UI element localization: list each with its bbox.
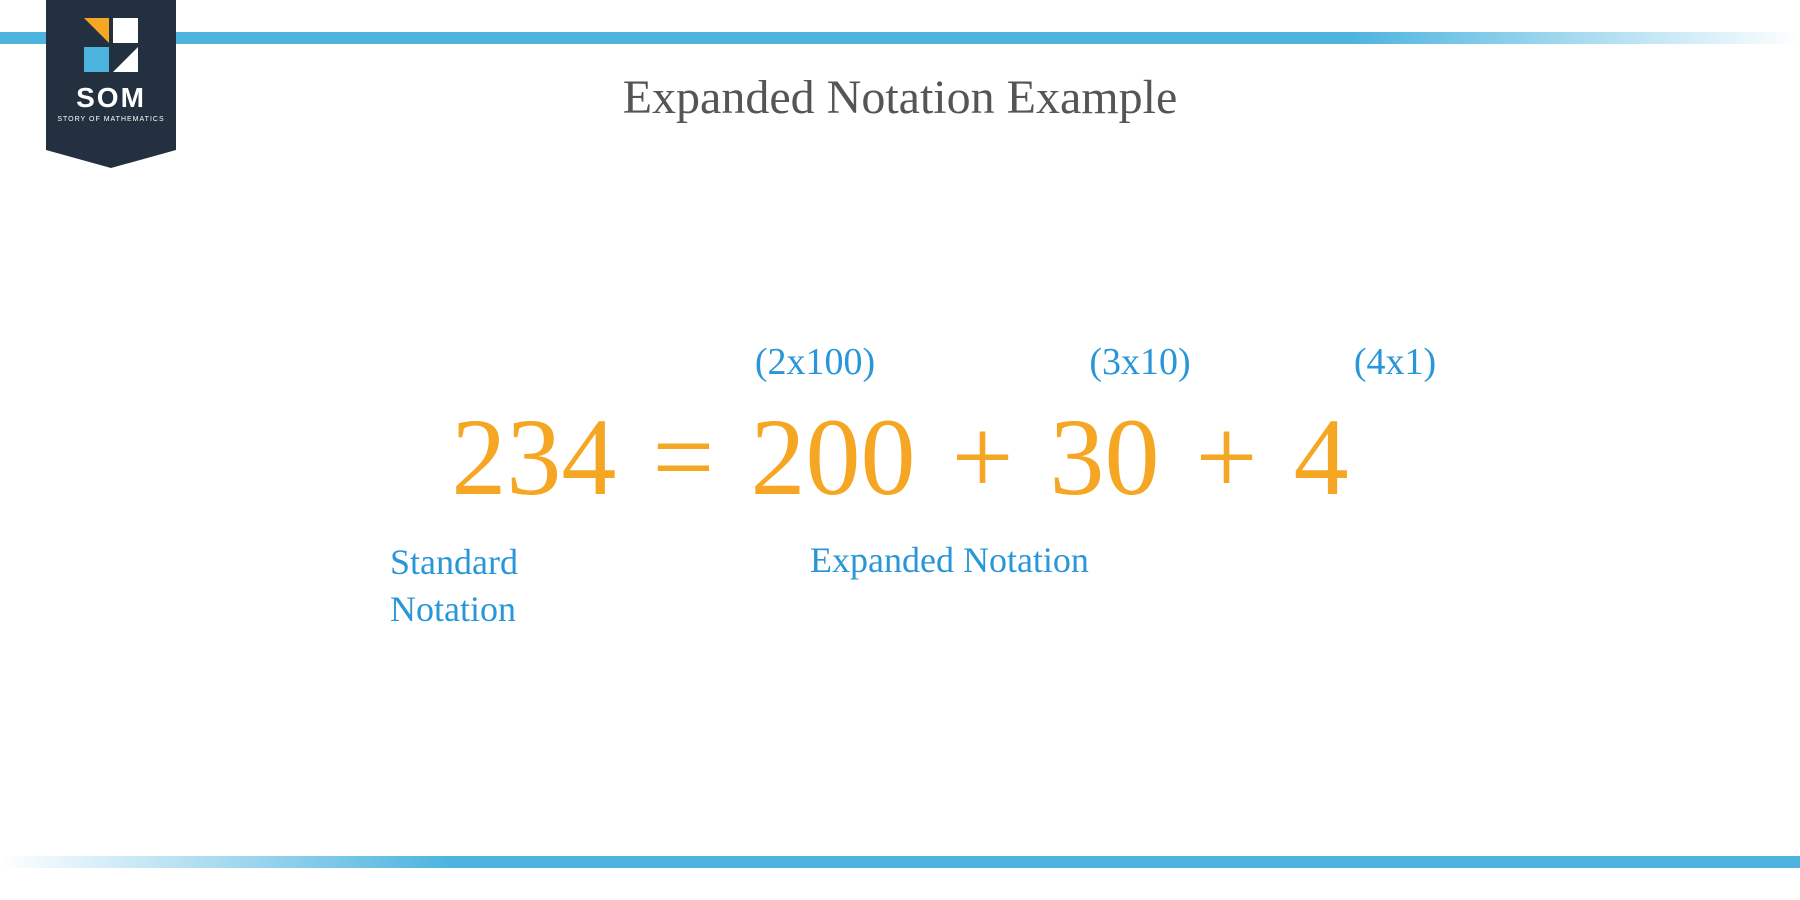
standard-value: 234 (433, 394, 634, 521)
term-hundreds: 200 (732, 394, 933, 521)
logo-icon (84, 18, 138, 72)
plus-sign-2: + (1178, 394, 1276, 521)
logo-subtext: STORY OF MATHEMATICS (46, 116, 176, 123)
labels-row: Standard Notation Expanded Notation (0, 539, 1800, 633)
page-title: Expanded Notation Example (0, 70, 1800, 125)
label-standard-notation: Standard Notation (390, 539, 610, 633)
annotation-tens: (3x10) (1040, 340, 1240, 384)
logo-text: SOM (46, 82, 176, 114)
equation-row: 234 = 200 + 30 + 4 (0, 394, 1800, 521)
bottom-accent-bar (0, 856, 1800, 868)
logo-badge: SOM STORY OF MATHEMATICS (46, 0, 176, 150)
annotation-ones: (4x1) (1325, 340, 1465, 384)
plus-sign-1: + (933, 394, 1031, 521)
term-ones: 4 (1276, 394, 1367, 521)
label-expanded-notation: Expanded Notation (810, 539, 1210, 581)
term-tens: 30 (1032, 394, 1178, 521)
top-accent-bar (0, 32, 1800, 44)
equals-sign: = (634, 394, 732, 521)
annotation-hundreds: (2x100) (675, 340, 955, 384)
equation-container: (2x100) (3x10) (4x1) 234 = 200 + 30 + 4 … (0, 340, 1800, 633)
annotations-row: (2x100) (3x10) (4x1) (0, 340, 1800, 384)
